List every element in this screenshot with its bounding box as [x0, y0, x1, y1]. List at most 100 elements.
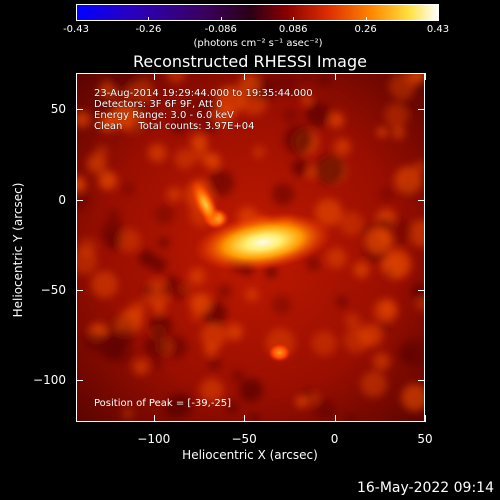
noise-blob — [399, 338, 424, 367]
noise-blob — [174, 148, 195, 169]
peak-position-label: Position of Peak = [-39,-25] — [94, 398, 232, 409]
colorbar-tick-label: -0.43 — [63, 24, 89, 35]
y-tick-label: −100 — [33, 373, 66, 388]
x-tick — [425, 73, 426, 80]
x-tick — [244, 73, 246, 80]
noise-blob — [271, 294, 292, 315]
noise-blob — [253, 146, 265, 158]
noise-blob — [172, 122, 186, 135]
y-tick — [76, 380, 83, 382]
noise-blob — [149, 314, 173, 338]
noise-blob — [190, 134, 208, 151]
noise-blob — [77, 176, 86, 193]
noise-blob — [305, 102, 331, 127]
noise-blob — [365, 227, 392, 254]
noise-blob — [117, 228, 141, 252]
noise-blob — [226, 323, 243, 341]
y-tick-label: −50 — [40, 282, 66, 297]
y-tick-label: 50 — [50, 102, 66, 117]
noise-blob — [343, 327, 370, 354]
noise-blob — [157, 236, 170, 249]
x-tick — [334, 73, 336, 80]
colorbar-tick — [220, 17, 222, 21]
noise-blob — [300, 74, 311, 82]
x-tick-label: −100 — [137, 432, 171, 446]
emission-source — [193, 212, 333, 272]
x-tick — [334, 415, 336, 422]
colorbar-tick — [438, 17, 439, 21]
y-tick — [418, 199, 425, 201]
colorbar-tick-label: 0.26 — [354, 24, 377, 35]
noise-blob — [379, 186, 395, 202]
method-info: Clean Total counts: 3.97E+04 — [94, 121, 255, 132]
noise-blob — [173, 110, 186, 124]
noise-blob — [284, 125, 314, 155]
x-tick — [244, 415, 246, 422]
noise-blob — [328, 112, 344, 128]
noise-blob — [315, 154, 345, 185]
noise-blob — [345, 313, 361, 329]
energy-range-info: Energy Range: 3.0 - 6.0 keV — [94, 110, 234, 121]
noise-blob — [154, 204, 175, 225]
noise-blob — [190, 292, 212, 315]
emission-source — [268, 343, 291, 362]
noise-blob — [98, 171, 118, 190]
noise-blob — [295, 395, 308, 408]
noise-blob — [245, 288, 259, 302]
colorbar-tick-label: -0.086 — [204, 24, 237, 35]
y-tick-label: 0 — [58, 192, 66, 207]
observation-time: 23-Aug-2014 19:29:44.000 to 19:35:44.000 — [94, 88, 313, 99]
noise-blob — [122, 407, 134, 420]
noise-blob — [353, 261, 370, 278]
noise-blob — [167, 187, 182, 202]
noise-blob — [91, 271, 118, 298]
colorbar-tick-label: -0.26 — [135, 24, 162, 35]
y-tick — [418, 109, 425, 111]
noise-blob — [208, 357, 222, 371]
noise-blob — [166, 74, 186, 84]
noise-blob — [275, 74, 298, 95]
noise-blob — [404, 74, 424, 86]
noise-blob — [150, 357, 164, 371]
noise-blob — [119, 107, 147, 134]
noise-blob — [138, 250, 155, 267]
noise-blob — [77, 111, 91, 128]
noise-blob — [204, 343, 218, 357]
noise-blob — [107, 74, 134, 93]
noise-blob — [200, 117, 218, 135]
noise-blob — [148, 143, 167, 163]
noise-blob — [333, 138, 351, 156]
colorbar-tick — [148, 17, 150, 21]
noise-blob — [199, 378, 224, 403]
noise-blob — [77, 238, 97, 257]
noise-blob — [256, 82, 276, 102]
noise-blob — [345, 413, 358, 421]
emission-tail — [191, 180, 220, 229]
noise-blob — [204, 153, 221, 170]
noise-blob — [409, 219, 424, 247]
colorbar — [76, 4, 439, 21]
noise-blob — [160, 283, 173, 297]
noise-blob — [391, 125, 406, 140]
colorbar-tick-label: 0.43 — [426, 24, 450, 35]
noise-blob — [167, 279, 189, 301]
colorbar-tick-label: 0.086 — [278, 24, 308, 35]
x-tick-label: 50 — [417, 432, 433, 446]
method-label: Clean — [94, 121, 123, 132]
noise-blob — [122, 182, 135, 195]
noise-blob — [313, 398, 336, 421]
noise-blob — [143, 334, 168, 359]
noise-blob — [133, 359, 149, 375]
noise-blob — [311, 331, 337, 356]
noise-blob — [117, 327, 135, 345]
noise-blob — [326, 247, 347, 269]
colorbar-tick — [365, 17, 367, 21]
noise-blob — [377, 127, 388, 138]
y-tick — [76, 199, 83, 201]
noise-blob — [360, 371, 387, 398]
colorbar-units: (photons cm⁻² s⁻¹ asec⁻²) — [193, 38, 323, 49]
noise-blob — [249, 413, 260, 421]
x-tick — [153, 73, 155, 80]
noise-blob — [339, 211, 364, 236]
noise-blob — [411, 283, 424, 299]
